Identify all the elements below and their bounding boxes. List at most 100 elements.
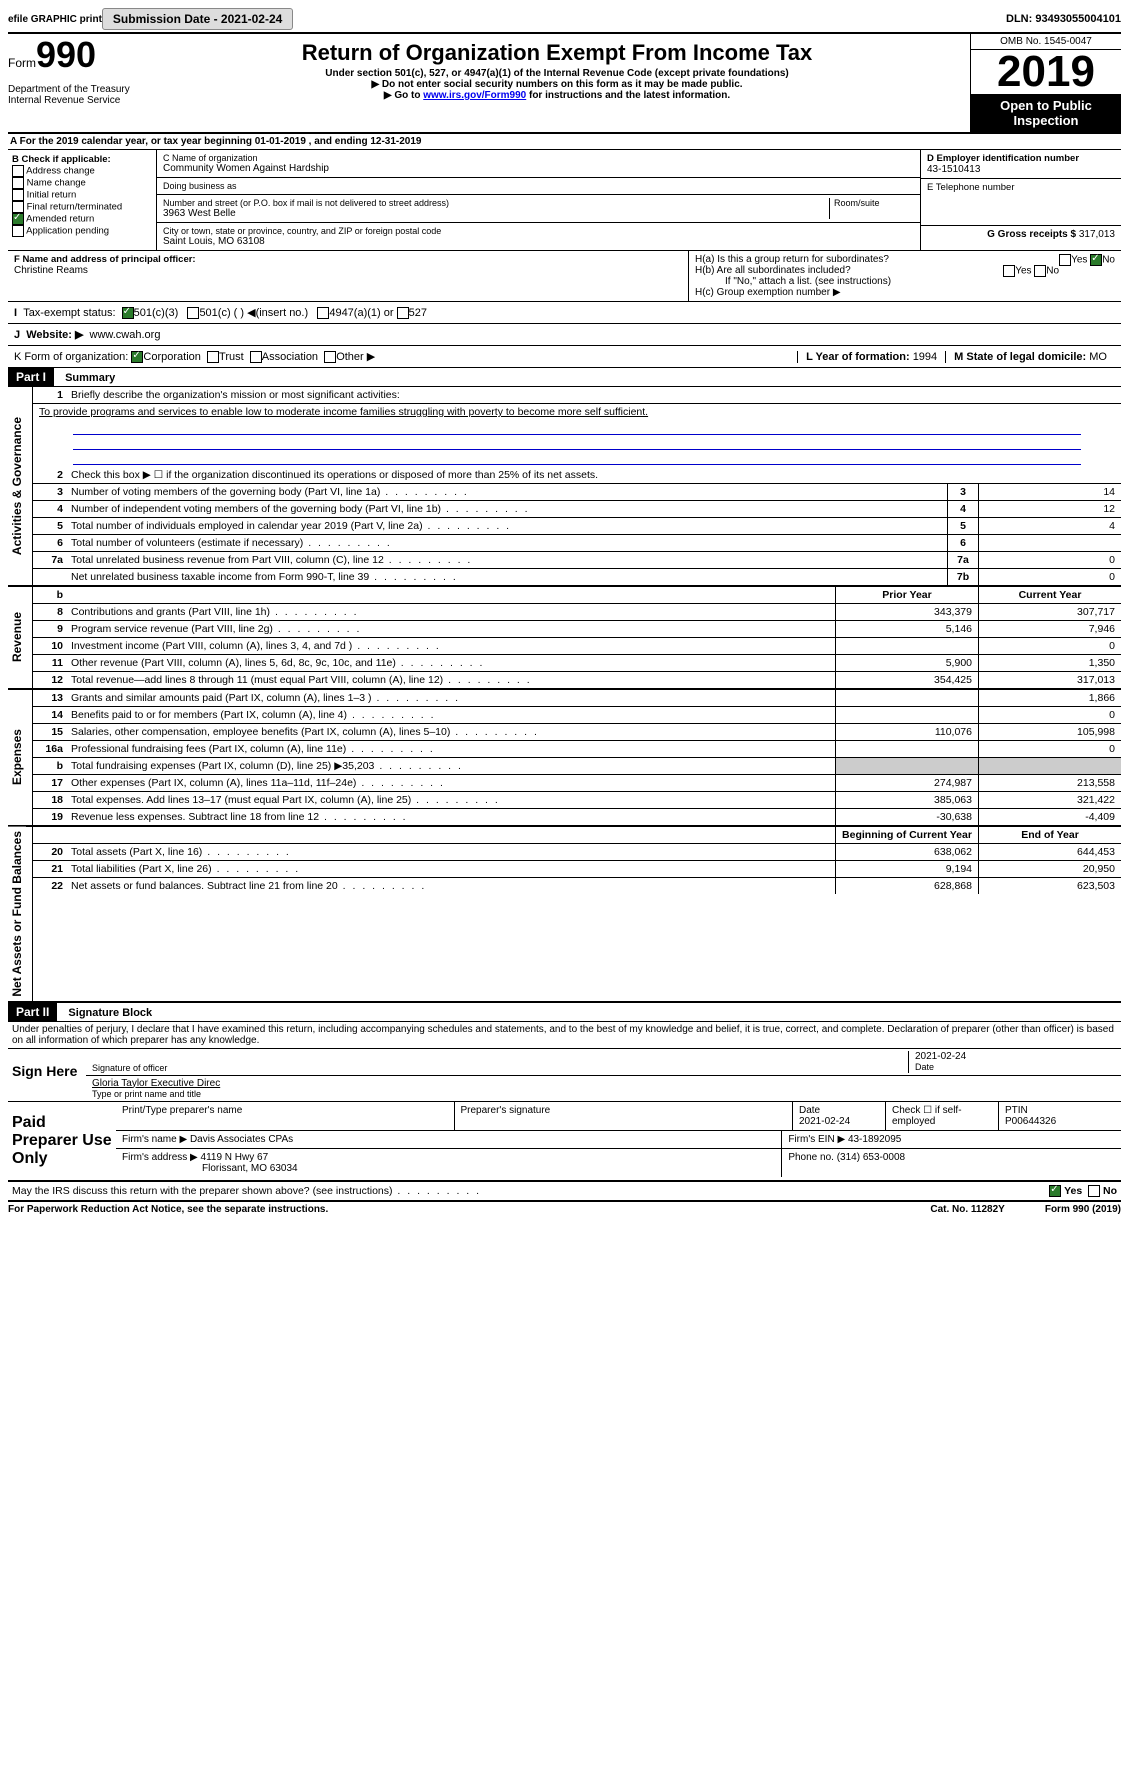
efile-label: efile GRAPHIC print [8, 14, 102, 25]
ein-value: 43-1510413 [927, 164, 1115, 175]
part-1-label: Part I [8, 368, 54, 386]
firm-addr-label: Firm's address ▶ [122, 1152, 198, 1163]
firm-name: Davis Associates CPAs [190, 1134, 293, 1145]
mission-text: To provide programs and services to enab… [33, 404, 1121, 420]
checkbox-501c3[interactable] [122, 307, 134, 319]
tax-year: 2019 [971, 50, 1121, 94]
firm-ein-label: Firm's EIN ▶ [788, 1134, 845, 1145]
ha-no-label: No [1102, 255, 1115, 266]
checkbox-association[interactable] [250, 351, 262, 363]
sig-date: 2021-02-24 [915, 1051, 1115, 1062]
line-1-desc: Briefly describe the organization's miss… [67, 387, 1121, 403]
gross-receipts-label: G Gross receipts $ [987, 229, 1076, 240]
checkbox-4947[interactable] [317, 307, 329, 319]
table-row: 7aTotal unrelated business revenue from … [33, 552, 1121, 569]
hb-note: If "No," attach a list. (see instruction… [695, 276, 1115, 287]
section-a: A For the 2019 calendar year, or tax yea… [8, 134, 1121, 150]
ptin-label: PTIN [1005, 1105, 1028, 1116]
tax-exempt-label: Tax-exempt status: [23, 307, 115, 319]
checkbox-application-pending[interactable] [12, 225, 24, 237]
part-2-title: Signature Block [60, 1005, 160, 1021]
preparer-sig-header: Preparer's signature [455, 1102, 794, 1130]
section-i: I Tax-exempt status: 501(c)(3) 501(c) ( … [8, 302, 1121, 324]
department-label: Department of the Treasury Internal Reve… [8, 84, 138, 106]
table-row: 21Total liabilities (Part X, line 26)9,1… [33, 861, 1121, 878]
checkbox-trust[interactable] [207, 351, 219, 363]
checkbox-501c[interactable] [187, 307, 199, 319]
ha-yes-checkbox[interactable] [1059, 254, 1071, 266]
discuss-yes-checkbox[interactable] [1049, 1185, 1061, 1197]
subtitle-1: Under section 501(c), 527, or 4947(a)(1)… [148, 68, 966, 79]
year-formation-value: 1994 [913, 351, 937, 363]
signature-block: Sign Here Signature of officer 2021-02-2… [8, 1049, 1121, 1102]
city-label: City or town, state or province, country… [163, 226, 914, 236]
table-row: 5Total number of individuals employed in… [33, 518, 1121, 535]
opt-association: Association [262, 351, 318, 363]
vert-netassets: Net Assets or Fund Balances [8, 827, 26, 1001]
checkbox-other[interactable] [324, 351, 336, 363]
org-name: Community Women Against Hardship [163, 163, 914, 174]
discuss-no-checkbox[interactable] [1088, 1185, 1100, 1197]
typed-name: Gloria Taylor Executive Direc [92, 1078, 1115, 1089]
irs-discuss-text: May the IRS discuss this return with the… [12, 1185, 393, 1197]
table-row: bTotal fundraising expenses (Part IX, co… [33, 758, 1121, 775]
form-footer: Form 990 (2019) [1045, 1204, 1121, 1215]
part-2-header: Part II Signature Block [8, 1003, 1121, 1022]
discuss-yes-label: Yes [1064, 1185, 1082, 1197]
phone-value: (314) 653-0008 [837, 1152, 905, 1163]
section-de: D Employer identification number 43-1510… [921, 150, 1121, 250]
hb-yes-label: Yes [1015, 266, 1031, 277]
checkbox-corporation[interactable] [131, 351, 143, 363]
table-row: 18Total expenses. Add lines 13–17 (must … [33, 792, 1121, 809]
hb-no-checkbox[interactable] [1034, 265, 1046, 277]
opt-corporation: Corporation [143, 351, 200, 363]
governance-section: Activities & Governance 1Briefly describ… [8, 387, 1121, 587]
korg-label: K Form of organization: [14, 351, 128, 363]
opt-name-change: Name change [27, 178, 86, 189]
check-self-employed: Check ☐ if self-employed [886, 1102, 999, 1130]
hb-yes-checkbox[interactable] [1003, 265, 1015, 277]
perjury-text: Under penalties of perjury, I declare th… [8, 1022, 1121, 1049]
form-label: Form [8, 56, 36, 70]
opt-other: Other ▶ [336, 350, 375, 363]
checkbox-527[interactable] [397, 307, 409, 319]
mission-underline-2 [73, 437, 1081, 450]
opt-amended-return: Amended return [26, 214, 94, 225]
checkbox-name-change[interactable] [12, 177, 24, 189]
checkbox-address-change[interactable] [12, 165, 24, 177]
discuss-no-label: No [1103, 1185, 1117, 1197]
header-right: OMB No. 1545-0047 2019 Open to Public In… [970, 34, 1121, 132]
table-row: 13Grants and similar amounts paid (Part … [33, 690, 1121, 707]
section-klm: K Form of organization: Corporation Trus… [8, 346, 1121, 368]
form-header: Form990 Department of the Treasury Inter… [8, 34, 1121, 134]
firm-ein: 43-1892095 [848, 1134, 901, 1145]
mission-underline-3 [73, 452, 1081, 465]
ha-yes-label: Yes [1071, 255, 1087, 266]
paperwork-notice: For Paperwork Reduction Act Notice, see … [8, 1204, 328, 1215]
table-row: 14Benefits paid to or for members (Part … [33, 707, 1121, 724]
opt-initial-return: Initial return [27, 190, 77, 201]
checkbox-initial-return[interactable] [12, 189, 24, 201]
officer-name: Christine Reams [14, 265, 682, 276]
revenue-section: Revenue bPrior YearCurrent Year 8Contrib… [8, 587, 1121, 690]
street-address: 3963 West Belle [163, 208, 829, 219]
submission-button[interactable]: Submission Date - 2021-02-24 [102, 8, 293, 30]
paid-preparer-block: Paid Preparer Use Only Print/Type prepar… [8, 1102, 1121, 1182]
state-domicile-label: M State of legal domicile: [954, 351, 1086, 363]
ha-no-checkbox[interactable] [1090, 254, 1102, 266]
dba-label: Doing business as [163, 181, 914, 191]
paid-preparer-label: Paid Preparer Use Only [8, 1102, 116, 1180]
begin-year-header: Beginning of Current Year [835, 827, 978, 843]
section-b: B Check if applicable: Address change Na… [8, 150, 157, 250]
table-row: 17Other expenses (Part IX, column (A), l… [33, 775, 1121, 792]
subtitle-3b: for instructions and the latest informat… [526, 90, 730, 101]
subtitle-3a: ▶ Go to [384, 90, 423, 101]
top-bar: efile GRAPHIC print Submission Date - 20… [8, 8, 1121, 34]
dln-label: DLN: 93493055004101 [1006, 13, 1121, 25]
checkbox-amended-return[interactable] [12, 213, 24, 225]
sig-officer-label: Signature of officer [92, 1063, 908, 1073]
table-row: 19Revenue less expenses. Subtract line 1… [33, 809, 1121, 825]
opt-501c: 501(c) ( ) ◀(insert no.) [199, 306, 308, 319]
table-row: 4Number of independent voting members of… [33, 501, 1121, 518]
irs-link[interactable]: www.irs.gov/Form990 [423, 90, 526, 101]
